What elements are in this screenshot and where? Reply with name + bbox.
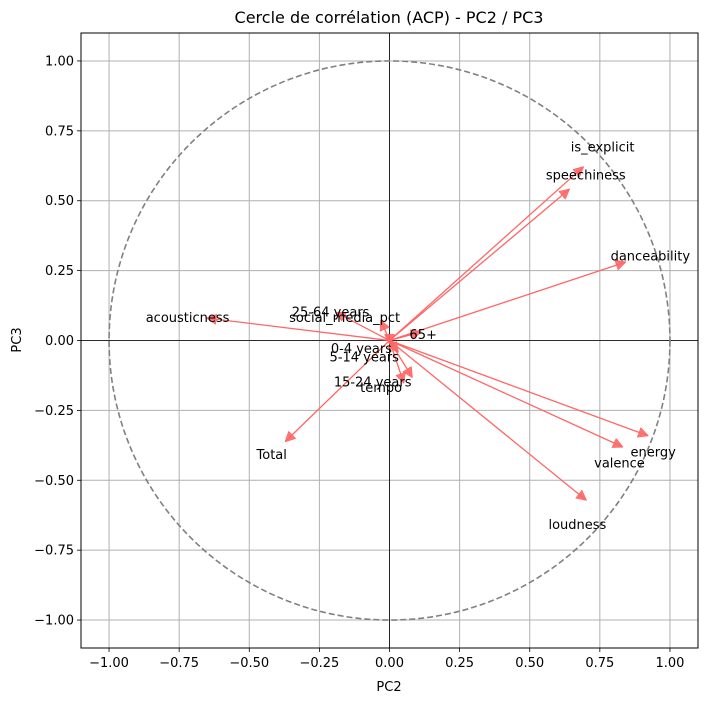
x-tick-label-1: −0.75 <box>159 656 199 671</box>
arrow-energy <box>389 339 648 436</box>
x-tick-label-0: −1.00 <box>89 656 129 671</box>
variable-arrows <box>207 167 647 500</box>
arrow-loudness <box>389 339 586 500</box>
label-25-64-years: 25-64 years <box>292 306 370 321</box>
label-loudness: loudness <box>548 518 606 533</box>
x-tick-label-8: 1.00 <box>655 656 684 671</box>
x-tick-label-5: 0.25 <box>445 656 474 671</box>
y-tick-label-4: 0.00 <box>45 334 74 349</box>
y-tick-label-6: 0.50 <box>45 194 74 209</box>
arrow-speechiness <box>389 190 569 341</box>
x-tick-label-4: 0.00 <box>375 656 404 671</box>
y-tick-label-5: 0.25 <box>45 264 74 279</box>
y-tick-label-7: 0.75 <box>45 124 74 139</box>
y-ticks: −1.00 −0.75 −0.50 −0.25 0.00 0.25 0.50 0.75 1.00 <box>34 54 81 629</box>
x-tick-label-7: 0.75 <box>585 656 614 671</box>
x-tick-label-2: −0.50 <box>229 656 269 671</box>
unit-circle <box>108 60 671 621</box>
arrow-25-64-years <box>336 313 390 342</box>
y-tick-label-8: 1.00 <box>45 54 74 69</box>
label-tempo: tempo <box>360 381 402 396</box>
x-tick-label-6: 0.50 <box>515 656 544 671</box>
arrow-danceability <box>389 262 626 342</box>
arrow-15-24-years <box>388 340 412 377</box>
label-65: 65+ <box>409 328 436 343</box>
label-15-24-years: 15-24 years <box>334 375 412 390</box>
y-axis-label: PC3 <box>10 327 25 352</box>
label-0-4-years: 0-4 years <box>331 342 392 357</box>
label-5-14-years: 5-14 years <box>330 350 400 365</box>
y-tick-label-1: −0.75 <box>34 544 74 559</box>
arrow-valence <box>389 339 623 447</box>
label-is-explicit: is_explicit <box>571 141 635 156</box>
x-ticks: −1.00 −0.75 −0.50 −0.25 0.00 0.25 0.50 0.75 1.00 <box>89 648 684 671</box>
label-total: Total <box>256 448 287 463</box>
arrow-is-explicit <box>389 167 584 341</box>
x-tick-label-3: −0.25 <box>299 656 339 671</box>
label-danceability: danceability <box>611 250 691 265</box>
label-speechiness: speechiness <box>546 169 626 184</box>
label-valence: valence <box>594 457 645 472</box>
variable-labels: is_explicit speechiness danceability acoust… <box>146 141 691 533</box>
arrow-tempo <box>388 340 404 383</box>
label-acousticness: acousticness <box>146 311 230 326</box>
y-tick-label-3: −0.25 <box>34 404 74 419</box>
x-axis-label: PC2 <box>376 680 401 695</box>
chart-title: Cercle de corrélation (ACP) - PC2 / PC3 <box>235 8 544 27</box>
y-tick-label-0: −1.00 <box>34 614 74 629</box>
unit-circle-outline <box>108 60 671 621</box>
y-tick-label-2: −0.50 <box>34 474 74 489</box>
arrow-total <box>286 340 390 442</box>
label-social-media-pct: social_media_pct <box>289 311 400 326</box>
arrow-acousticness <box>207 318 390 342</box>
label-energy: energy <box>630 445 676 460</box>
